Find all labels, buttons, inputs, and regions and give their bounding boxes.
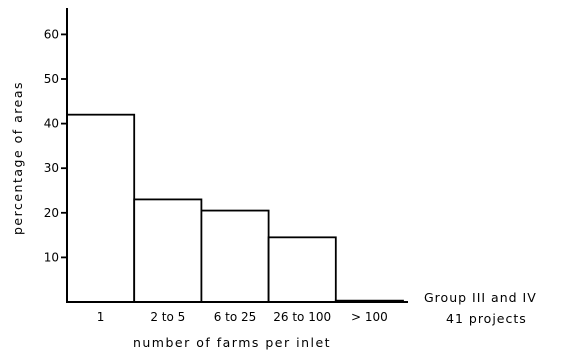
category-label-6-to-25: 6 to 25	[214, 310, 257, 324]
bars-group	[66, 113, 404, 303]
y-ticks-group: 10 20 30 40 50 60	[44, 27, 67, 264]
x-axis-title: number of farms per inlet	[133, 335, 331, 350]
bar-6-to-25	[200, 209, 270, 303]
bar-26-to-100	[267, 236, 337, 303]
y-tick-label-20: 20	[44, 206, 59, 220]
category-labels-group: 1 2 to 5 6 to 25 26 to 100 > 100	[97, 310, 388, 324]
category-label-100: > 100	[351, 310, 388, 324]
bar-2-to-5	[133, 198, 203, 303]
y-tick-label-50: 50	[44, 72, 59, 86]
y-axis-title: percentage of areas	[10, 81, 25, 235]
category-label-26-to-100: 26 to 100	[273, 310, 331, 324]
category-label-2-to-5: 2 to 5	[150, 310, 185, 324]
y-tick-label-30: 30	[44, 161, 59, 175]
y-tick-label-60: 60	[44, 27, 59, 41]
y-tick-label-40: 40	[44, 117, 59, 131]
category-label-1: 1	[97, 310, 105, 324]
group-annotation-line2: 41 projects	[446, 311, 527, 326]
bar-1	[66, 113, 136, 303]
y-tick-label-10: 10	[44, 250, 59, 264]
group-annotation-line1: Group III and IV	[424, 290, 537, 305]
